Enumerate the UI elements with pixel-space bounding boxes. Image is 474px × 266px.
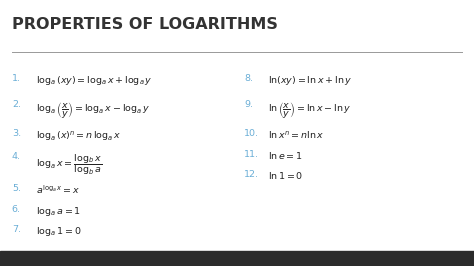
Text: PROPERTIES OF LOGARITHMS: PROPERTIES OF LOGARITHMS xyxy=(12,17,278,32)
Text: 2.: 2. xyxy=(12,100,21,109)
Text: 9.: 9. xyxy=(244,100,253,109)
Text: 6.: 6. xyxy=(12,205,21,214)
Text: 5.: 5. xyxy=(12,184,21,193)
Text: 8.: 8. xyxy=(244,74,253,84)
Text: 12.: 12. xyxy=(244,170,259,179)
Text: 3.: 3. xyxy=(12,129,21,138)
Text: 1.: 1. xyxy=(12,74,21,84)
Text: $\log_a a = 1$: $\log_a a = 1$ xyxy=(36,205,81,218)
Text: $\log_a x = \dfrac{\log_b x}{\log_b a}$: $\log_a x = \dfrac{\log_b x}{\log_b a}$ xyxy=(36,152,102,177)
Text: $a^{\log_a x} = x$: $a^{\log_a x} = x$ xyxy=(36,184,80,196)
Text: 10.: 10. xyxy=(244,129,259,138)
Text: $\ln\left(\dfrac{x}{y}\right) = \ln x - \ln y$: $\ln\left(\dfrac{x}{y}\right) = \ln x - … xyxy=(268,100,351,120)
Text: 4.: 4. xyxy=(12,152,21,161)
Text: $\log_a(xy) = \log_a x + \log_a y$: $\log_a(xy) = \log_a x + \log_a y$ xyxy=(36,74,152,88)
Text: $\ln e = 1$: $\ln e = 1$ xyxy=(268,150,303,161)
Text: $\ln(xy) = \ln x + \ln y$: $\ln(xy) = \ln x + \ln y$ xyxy=(268,74,352,88)
Bar xyxy=(0,251,474,266)
Text: $\log_a 1 = 0$: $\log_a 1 = 0$ xyxy=(36,225,81,238)
Text: 11.: 11. xyxy=(244,150,259,159)
Text: $\log_a(x)^n = n\,\log_a x$: $\log_a(x)^n = n\,\log_a x$ xyxy=(36,129,121,143)
Text: $\log_a\left(\dfrac{x}{y}\right) = \log_a x - \log_a y$: $\log_a\left(\dfrac{x}{y}\right) = \log_… xyxy=(36,100,150,120)
Text: $\ln 1 = 0$: $\ln 1 = 0$ xyxy=(268,170,303,181)
Text: $\ln x^n = n\ln x$: $\ln x^n = n\ln x$ xyxy=(268,129,324,141)
Text: 7.: 7. xyxy=(12,225,21,234)
